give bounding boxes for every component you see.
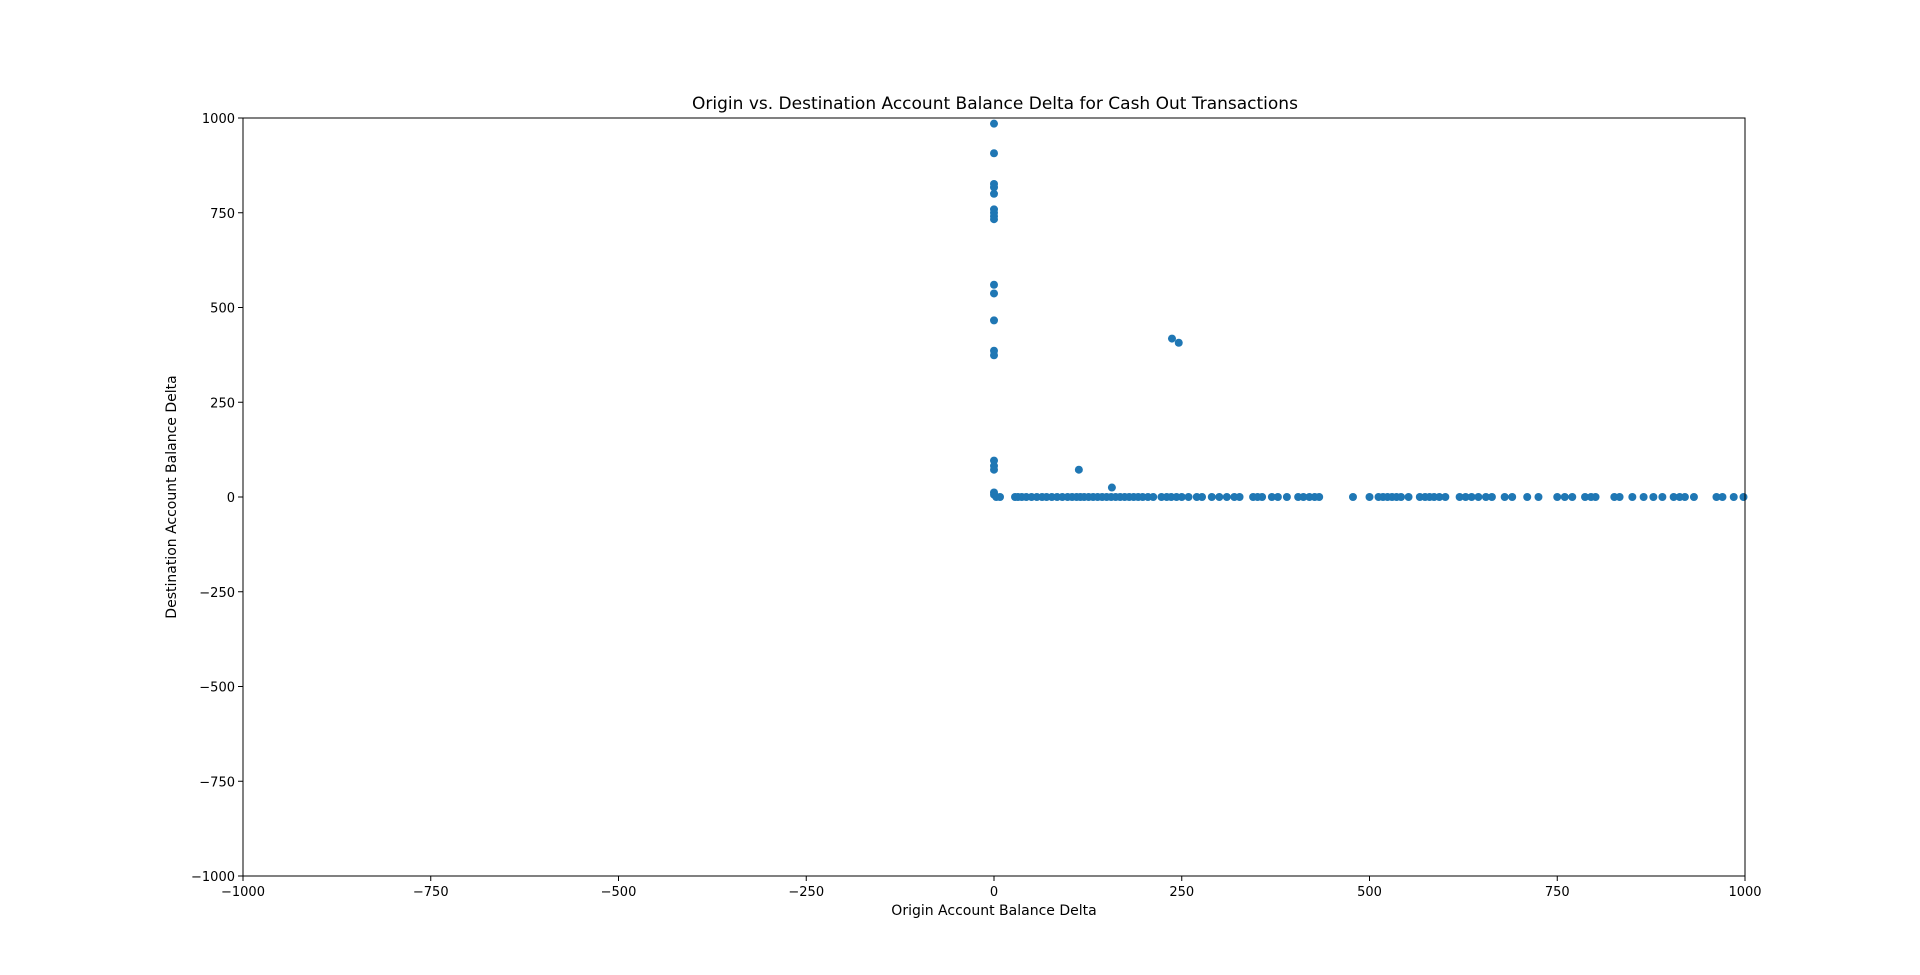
x-tick-label: 500 — [1357, 885, 1382, 900]
scatter-point — [1177, 493, 1186, 501]
scatter-point — [1365, 493, 1374, 501]
scatter-point — [1174, 338, 1183, 347]
y-tick-label: −750 — [199, 775, 235, 790]
scatter-point — [1467, 493, 1476, 501]
x-tick-label: 250 — [1169, 885, 1194, 900]
scatter-point — [1441, 493, 1450, 501]
x-tick-label: 0 — [990, 885, 998, 900]
x-tick-label: −1000 — [221, 885, 265, 900]
scatter-point — [1739, 493, 1748, 501]
scatter-point — [990, 149, 998, 158]
scatter-point — [1149, 493, 1158, 501]
scatter-point — [1553, 493, 1562, 501]
x-axis-ticks: −1000 −750 −500 −250 0 250 500 750 1000 — [221, 876, 1762, 900]
y-tick-label: 500 — [210, 302, 235, 317]
scatter-point — [1348, 493, 1357, 501]
scatter-point — [1718, 493, 1727, 501]
scatter-point — [996, 493, 1005, 501]
scatter-point — [1523, 493, 1532, 501]
x-tick-label: 750 — [1545, 885, 1570, 900]
scatter-point — [1207, 493, 1216, 501]
scatter-point — [1689, 493, 1698, 501]
scatter-point — [1404, 493, 1413, 501]
scatter-point — [1560, 493, 1569, 501]
scatter-point — [1107, 483, 1116, 492]
y-tick-label: −500 — [199, 681, 235, 696]
scatter-point — [1258, 493, 1267, 501]
scatter-point — [990, 215, 998, 224]
scatter-point — [1712, 493, 1721, 501]
y-axis-ticks: −1000 −750 −500 −250 0 250 500 750 1000 — [191, 112, 243, 885]
chart-title: Origin vs. Destination Account Balance D… — [692, 94, 1298, 114]
x-axis-label: Origin Account Balance Delta — [891, 903, 1096, 919]
y-tick-label: 1000 — [202, 112, 235, 127]
scatter-point — [1658, 493, 1667, 501]
scatter-point — [990, 189, 998, 198]
y-tick-label: 0 — [227, 491, 235, 506]
scatter-point — [990, 316, 998, 325]
scatter-point — [990, 183, 998, 192]
x-tick-label: −250 — [788, 885, 824, 900]
scatter-point — [1222, 493, 1231, 501]
x-tick-label: −500 — [601, 885, 637, 900]
scatter-point — [1581, 493, 1590, 501]
y-tick-label: 750 — [210, 207, 235, 222]
scatter-point — [1074, 465, 1083, 474]
scatter-point — [1397, 493, 1406, 501]
scatter-point — [1534, 493, 1543, 501]
y-axis-label: Destination Account Balance Delta — [164, 375, 180, 618]
scatter-point — [1649, 493, 1658, 501]
scatter-point — [1167, 334, 1176, 343]
scatter-point — [1273, 493, 1282, 501]
scatter-point — [1198, 493, 1207, 501]
scatter-point — [1669, 493, 1678, 501]
scatter-point — [990, 351, 998, 360]
scatter-point — [1591, 493, 1600, 501]
y-tick-label: 250 — [210, 396, 235, 411]
scatter-point — [1235, 493, 1244, 501]
scatter-point — [1435, 493, 1444, 501]
scatter-point — [1680, 493, 1689, 501]
scatter-point — [1639, 493, 1648, 501]
scatter-point — [1315, 493, 1324, 501]
scatter-point — [1487, 493, 1496, 501]
scatter-point — [990, 465, 998, 474]
scatter-point — [1184, 493, 1193, 501]
scatter-point — [990, 119, 998, 128]
x-tick-label: −750 — [413, 885, 449, 900]
scatter-point — [1474, 493, 1483, 501]
scatter-point — [1615, 493, 1624, 501]
scatter-point — [990, 280, 998, 289]
scatter-point — [990, 289, 998, 298]
scatter-point — [1481, 493, 1490, 501]
x-tick-label: 1000 — [1728, 885, 1761, 900]
scatter-points — [990, 119, 1748, 501]
scatter-point — [1215, 493, 1224, 501]
scatter-point — [1267, 493, 1276, 501]
scatter-point — [1729, 493, 1738, 501]
scatter-point — [1508, 493, 1517, 501]
scatter-point — [1628, 493, 1637, 501]
y-tick-label: −1000 — [191, 870, 235, 885]
scatter-point — [1568, 493, 1577, 501]
scatter-point — [1461, 493, 1470, 501]
scatter-point — [1299, 493, 1308, 501]
scatter-point — [1455, 493, 1464, 501]
scatter-point — [1282, 493, 1291, 501]
y-tick-label: −250 — [199, 586, 235, 601]
scatter-point — [1500, 493, 1509, 501]
plot-area-frame — [242, 117, 1746, 877]
